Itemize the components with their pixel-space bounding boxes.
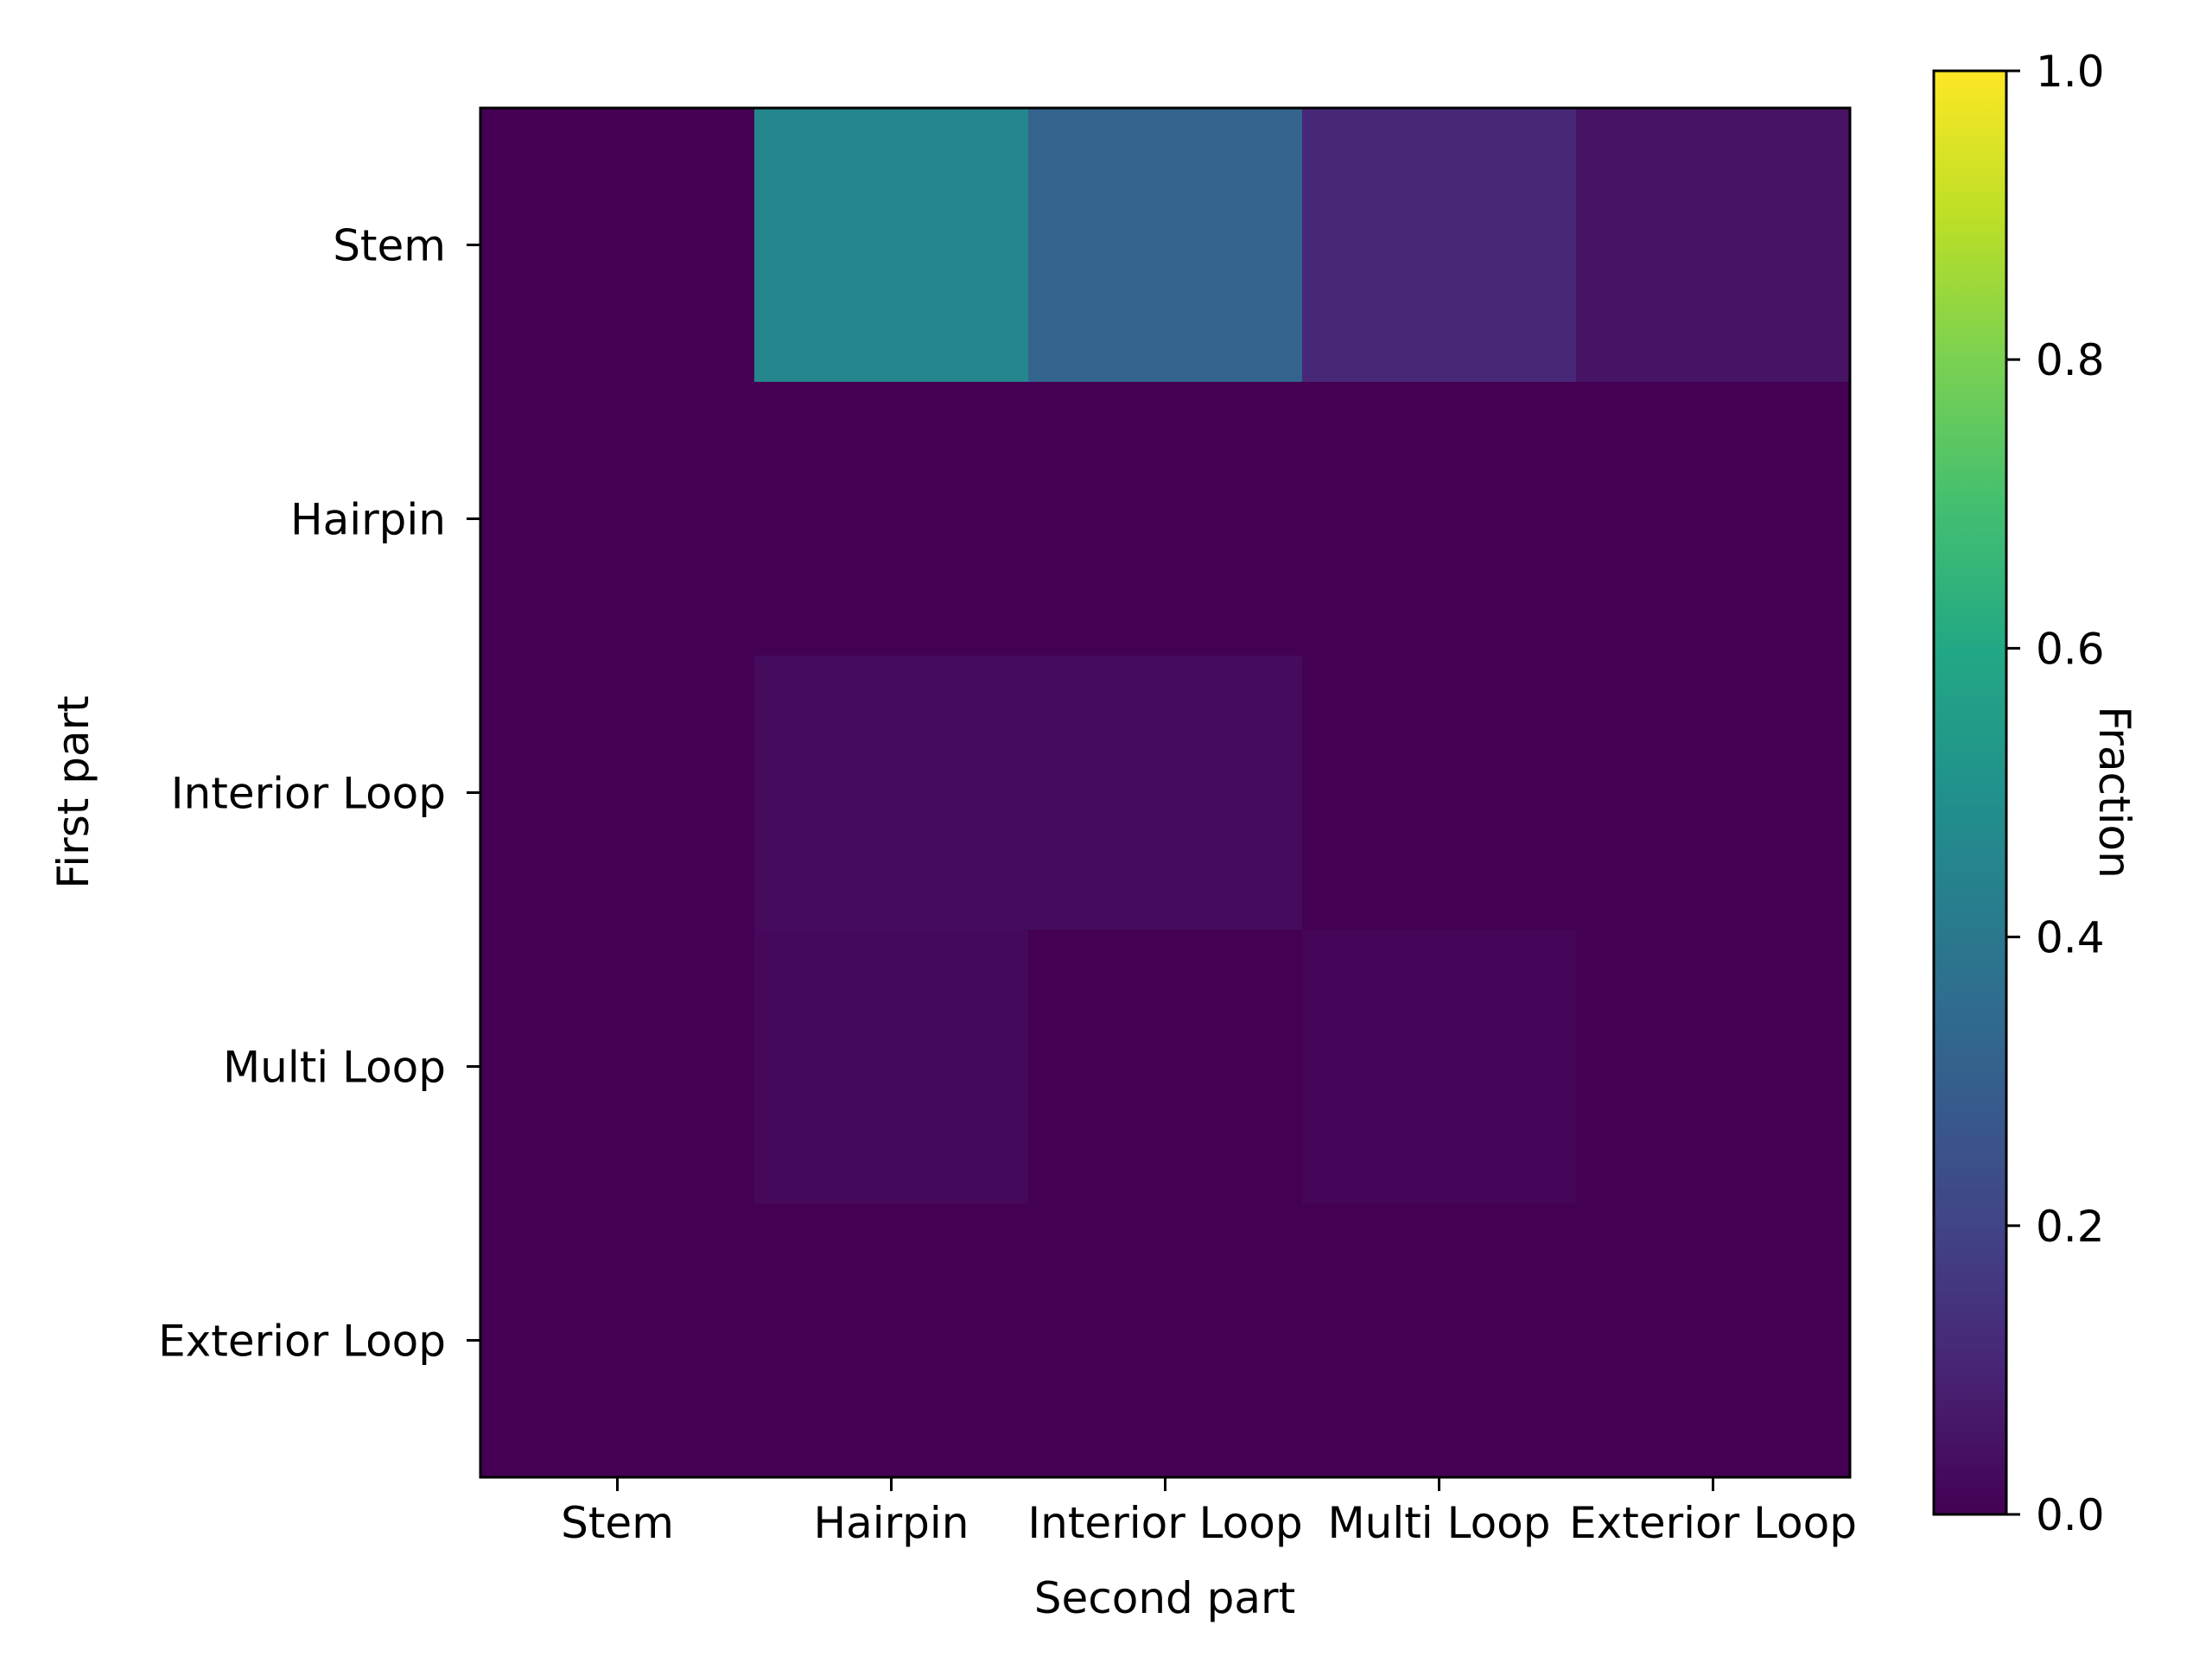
heatmap-cell — [1576, 1203, 1851, 1478]
heatmap-cell — [754, 656, 1029, 930]
heatmap-cell — [1028, 108, 1303, 383]
y-tick-label: Exterior Loop — [158, 1317, 446, 1367]
colorbar-ticks: 0.0 0.2 0.4 0.6 0.8 1.0 — [2006, 47, 2105, 1540]
x-tick-label: Hairpin — [813, 1498, 969, 1548]
colorbar-tick-label: 0.2 — [2036, 1202, 2105, 1252]
colorbar-label: Fraction — [2089, 706, 2139, 879]
colorbar-tick-label: 0.0 — [2036, 1490, 2105, 1540]
heatmap-cell — [1576, 656, 1851, 930]
x-tick-label: Stem — [561, 1498, 674, 1548]
heatmap-cell — [754, 930, 1029, 1204]
heatmap-cell — [1576, 108, 1851, 383]
heatmap-cell — [1028, 930, 1303, 1204]
colorbar-tick-label: 0.6 — [2036, 624, 2105, 674]
colorbar-tick-label: 1.0 — [2036, 47, 2105, 97]
heatmap-cell — [1028, 656, 1303, 930]
heatmap-cell — [480, 656, 755, 930]
colorbar: 0.0 0.2 0.4 0.6 0.8 1.0 Fraction — [1932, 47, 2139, 1540]
x-tick-label: Interior Loop — [1027, 1498, 1302, 1548]
heatmap-cell — [480, 108, 755, 383]
heatmap-cells — [480, 108, 1851, 1478]
x-axis-title: Second part — [1034, 1573, 1295, 1623]
heatmap-cell — [1028, 1203, 1303, 1478]
heatmap-cell — [1302, 656, 1577, 930]
colorbar-tick-label: 0.8 — [2036, 335, 2105, 385]
colorbar-gradient — [1932, 69, 2008, 1516]
heatmap-cell — [1576, 382, 1851, 657]
y-axis: Stem Hairpin Interior Loop Multi Loop Exteri… — [158, 221, 480, 1367]
y-tick-label: Multi Loop — [223, 1043, 446, 1093]
heatmap-cell — [1302, 382, 1577, 657]
x-tick-label: Multi Loop — [1327, 1498, 1550, 1548]
y-tick-label: Interior Loop — [171, 769, 446, 819]
x-axis: Stem Hairpin Interior Loop Multi Loop Exteri… — [561, 1477, 1857, 1548]
heatmap-cell — [754, 382, 1029, 657]
heatmap-cell — [480, 382, 755, 657]
heatmap-cell — [480, 930, 755, 1204]
heatmap-cell — [1302, 108, 1577, 383]
y-axis-title: First part — [48, 695, 99, 889]
heatmap-cell — [1302, 1203, 1577, 1478]
heatmap-cell — [754, 108, 1029, 383]
heatmap-cell — [1576, 930, 1851, 1204]
heatmap-cell — [1028, 382, 1303, 657]
heatmap-cell — [480, 1203, 755, 1478]
heatmap-cell — [754, 1203, 1029, 1478]
y-tick-label: Hairpin — [290, 495, 446, 545]
y-tick-label: Stem — [333, 221, 446, 271]
x-tick-label: Exterior Loop — [1569, 1498, 1857, 1548]
heatmap-cell — [1302, 930, 1577, 1204]
colorbar-tick-label: 0.4 — [2036, 913, 2105, 963]
